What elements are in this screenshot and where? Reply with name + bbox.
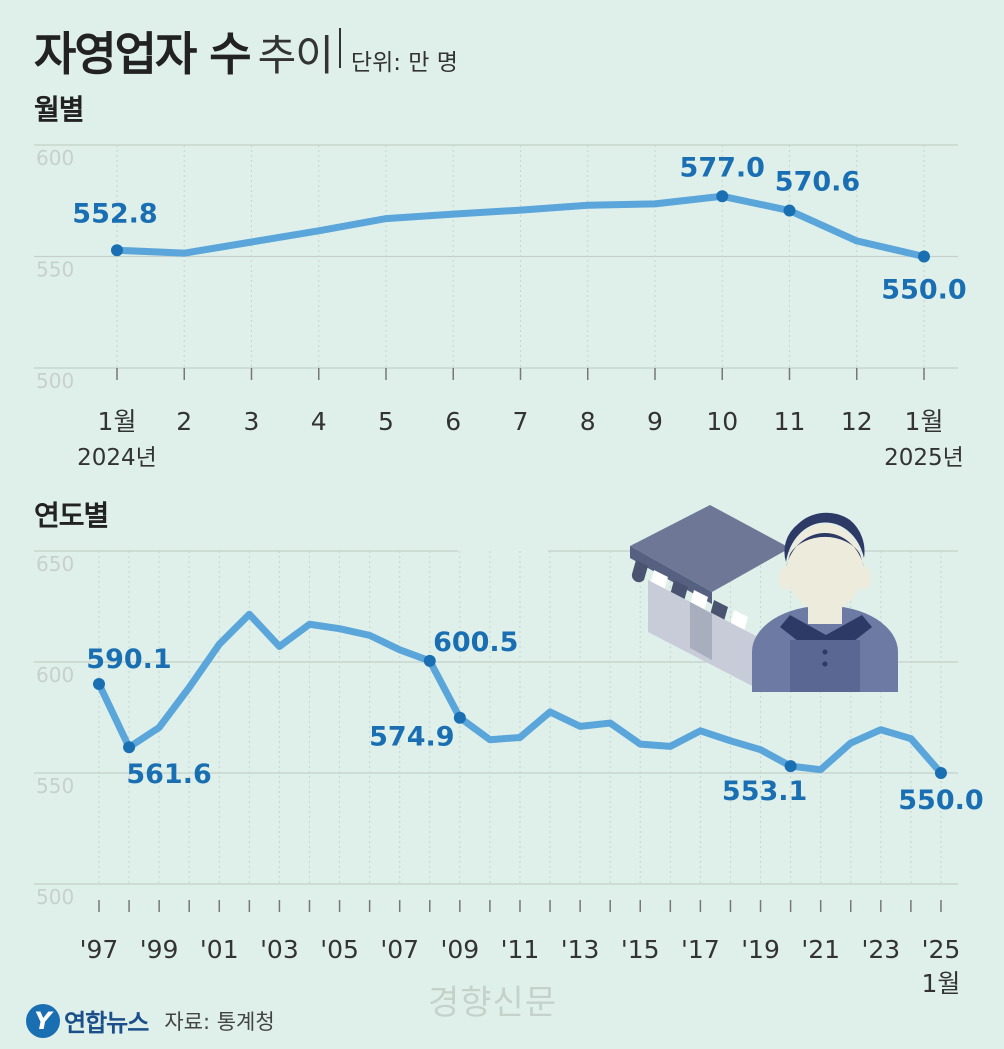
title-main: 자영업자 수 [34, 27, 252, 81]
x-tick-label: 10 [706, 407, 738, 436]
data-point [918, 250, 930, 263]
x-tick-label: 8 [580, 407, 596, 436]
data-point [934, 767, 947, 779]
x-tick-label: '97 [80, 935, 119, 964]
x-sub-label: 1월 [922, 969, 961, 998]
data-label: 550.0 [881, 275, 966, 306]
data-point [716, 190, 729, 203]
x-tick-label: '13 [561, 935, 600, 964]
x-tick-label: '11 [501, 935, 540, 964]
x-tick-label: 1월 [905, 407, 944, 436]
x-tick-label: 9 [647, 407, 663, 436]
logo-text: 연합뉴스 [64, 1009, 149, 1037]
watermark: 경향신문 [428, 983, 558, 1023]
title-sub: 추이 [257, 31, 334, 80]
data-label: 577.0 [680, 152, 765, 183]
monthly-chart: 500 550 600 1월 2 3 4 5 6 7 8 9 10 11 12 1월 2024년 2025년 552… [34, 144, 967, 471]
year-label: 2024년 [77, 445, 157, 471]
y-tick-label: 500 [36, 369, 74, 393]
yearly-series-line [95, 610, 945, 777]
x-tick-label: 3 [244, 407, 260, 436]
x-tick-label: '21 [801, 935, 840, 964]
data-point [93, 677, 105, 690]
data-point [123, 741, 136, 754]
data-label: 570.6 [775, 167, 860, 198]
x-tick-label: 11 [774, 407, 806, 436]
data-label: 553.1 [722, 776, 807, 807]
y-tick-label: 500 [36, 885, 74, 909]
x-tick-label: '07 [380, 935, 419, 964]
footer: Y 연합뉴스 자료: 통계청 [26, 1003, 275, 1038]
data-label: 574.9 [369, 722, 454, 753]
source-label: 자료: 통계청 [164, 1009, 275, 1034]
x-tick-label: 1월 [98, 407, 137, 436]
monthly-section-title: 월별 [34, 93, 85, 126]
x-tick-label: '01 [200, 935, 239, 964]
x-tick-label: '99 [140, 935, 179, 964]
y-tick-label: 600 [36, 663, 74, 687]
x-tick-label: 2 [176, 407, 192, 436]
y-tick-label: 600 [36, 146, 74, 170]
y-tick-label: 650 [36, 552, 74, 576]
x-tick-label: 4 [311, 407, 327, 436]
yearly-section-title: 연도별 [34, 499, 109, 532]
data-label: 550.0 [898, 785, 983, 816]
title-divider [338, 28, 341, 68]
data-point [111, 244, 123, 257]
x-tick-label: '25 [922, 935, 961, 964]
year-label: 2025년 [884, 445, 964, 471]
x-tick-label: '15 [621, 935, 660, 964]
data-point [783, 204, 796, 217]
logo-icon: Y [26, 1003, 60, 1038]
shopkeeper-store-icon [630, 505, 898, 692]
chart-title: 자영업자 수 추이 단위: 만 명 [34, 18, 458, 81]
x-tick-label: 12 [841, 407, 873, 436]
x-tick-label: '17 [681, 935, 720, 964]
y-tick-label: 550 [36, 258, 74, 282]
x-tick-label: 7 [513, 407, 529, 436]
y-tick-label: 550 [36, 774, 74, 798]
x-tick-label: '09 [440, 935, 479, 964]
unit-label: 단위: 만 명 [350, 50, 458, 76]
yearly-chart: 500 550 600 650 '97 '99 '01 '03 '05 '07 '09 '11 '13 '… [34, 550, 984, 998]
data-label: 600.5 [433, 627, 518, 658]
data-label: 561.6 [126, 759, 211, 790]
x-tick-label: 6 [445, 407, 461, 436]
data-label: 552.8 [72, 198, 157, 229]
data-point [453, 711, 466, 724]
x-tick-label: '03 [260, 935, 299, 964]
data-point [423, 654, 436, 667]
x-tick-label: '19 [741, 935, 780, 964]
data-label: 590.1 [86, 644, 171, 675]
data-point [784, 760, 797, 773]
x-tick-label: 5 [378, 407, 394, 436]
x-tick-label: '23 [861, 935, 900, 964]
x-tick-label: '05 [320, 935, 359, 964]
